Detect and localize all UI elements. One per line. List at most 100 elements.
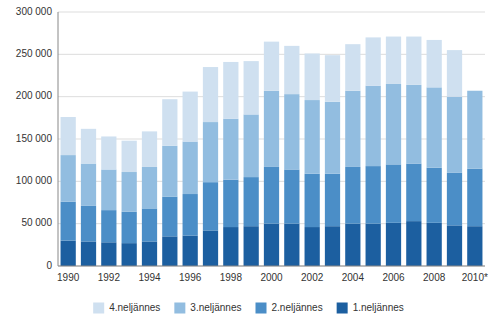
y-tick-label: 100 000 — [16, 175, 53, 186]
chart: 050 000100 000150 000200 000250 000300 0… — [0, 0, 497, 328]
grid-line — [58, 12, 485, 13]
bar-segment — [366, 224, 381, 266]
bar-segment — [264, 224, 279, 266]
bar-segment — [223, 119, 238, 180]
series — [61, 164, 483, 244]
bar-segment — [244, 177, 259, 226]
bar-segment — [223, 62, 238, 119]
bar-segment — [325, 55, 340, 102]
bar-segment — [244, 226, 259, 266]
bar-segment — [101, 242, 116, 266]
x-tick-label: 1990 — [57, 272, 80, 283]
bar-segment — [325, 102, 340, 174]
bar-segment — [325, 226, 340, 266]
bar-segment — [447, 50, 462, 97]
legend-label: 2.neljännes — [272, 302, 323, 313]
bar-segment — [81, 241, 96, 266]
bar-segment — [386, 37, 401, 84]
bar-segment — [101, 136, 116, 169]
y-tick-label: 300 000 — [16, 6, 53, 17]
bar-segment — [223, 180, 238, 227]
grid — [58, 12, 485, 266]
bar-segment — [61, 155, 76, 202]
bar-segment — [81, 206, 96, 242]
bar-segment — [122, 172, 137, 212]
bar-segment — [447, 173, 462, 225]
bar-segment — [305, 174, 320, 227]
bar-segment — [61, 202, 76, 241]
bar-segment — [223, 227, 238, 266]
bar-segment — [366, 37, 381, 85]
bar-segment — [386, 164, 401, 222]
bar-segment — [386, 84, 401, 164]
bar-segment — [284, 169, 299, 223]
legend-swatch — [337, 303, 348, 314]
bar-segment — [203, 122, 218, 182]
x-tick-label: 2010* — [462, 272, 488, 283]
x-axis-ticks: 1990199219941996199820002002200420062008… — [57, 272, 488, 283]
bar-segment — [284, 46, 299, 94]
bar-segment — [406, 221, 421, 266]
bar-segment — [264, 91, 279, 167]
x-tick-label: 1996 — [179, 272, 202, 283]
x-tick-label: 1998 — [220, 272, 243, 283]
bar-segment — [142, 167, 157, 208]
bar-segment — [325, 174, 340, 226]
x-tick-label: 2000 — [260, 272, 283, 283]
bars — [61, 37, 483, 266]
legend-item: 2.neljännes — [256, 302, 323, 314]
bar-segment — [122, 243, 137, 266]
bar-segment — [406, 164, 421, 222]
legend-swatch — [174, 303, 185, 314]
bar-segment — [467, 169, 482, 227]
bar-segment — [142, 131, 157, 167]
bar-segment — [386, 223, 401, 266]
bar-segment — [81, 164, 96, 206]
bar-segment — [162, 99, 177, 146]
bar-segment — [427, 40, 442, 87]
bar-segment — [467, 226, 482, 266]
y-tick-label: 50 000 — [21, 217, 52, 228]
y-tick-label: 0 — [46, 260, 52, 271]
bar-segment — [305, 53, 320, 100]
bar-segment — [406, 37, 421, 85]
legend-label: 4.neljännes — [109, 302, 160, 313]
bar-segment — [203, 182, 218, 230]
bar-segment — [183, 194, 198, 235]
bar-segment — [427, 223, 442, 266]
bar-segment — [366, 86, 381, 166]
bar-segment — [406, 85, 421, 164]
bar-segment — [142, 208, 157, 241]
bar-segment — [244, 61, 259, 114]
bar-segment — [284, 94, 299, 169]
x-tick-label: 1992 — [98, 272, 121, 283]
bar-segment — [203, 67, 218, 122]
bar-segment — [142, 241, 157, 266]
bar-segment — [467, 91, 482, 169]
x-axis-line — [58, 266, 485, 267]
grid-line — [58, 266, 485, 267]
bar-segment — [203, 230, 218, 266]
bar-segment — [447, 97, 462, 173]
bar-segment — [183, 236, 198, 266]
bar-segment — [447, 225, 462, 266]
bar-segment — [345, 224, 360, 266]
legend-item: 4.neljännes — [93, 302, 160, 314]
bar-segment — [122, 212, 137, 243]
legend-swatch — [256, 303, 267, 314]
bar-segment — [366, 166, 381, 224]
bar-segment — [345, 167, 360, 224]
bar-segment — [61, 241, 76, 266]
y-axis-ticks: 050 000100 000150 000200 000250 000300 0… — [16, 6, 53, 271]
x-tick-label: 2002 — [301, 272, 324, 283]
legend-label: 1.neljännes — [353, 302, 404, 313]
bar-segment — [61, 117, 76, 155]
series — [61, 37, 463, 172]
bar-segment — [305, 227, 320, 266]
bar-segment — [284, 224, 299, 266]
bar-segment — [345, 44, 360, 91]
legend-swatch — [93, 303, 104, 314]
bar-segment — [427, 168, 442, 223]
bar-segment — [264, 42, 279, 91]
x-tick-label: 1994 — [138, 272, 161, 283]
